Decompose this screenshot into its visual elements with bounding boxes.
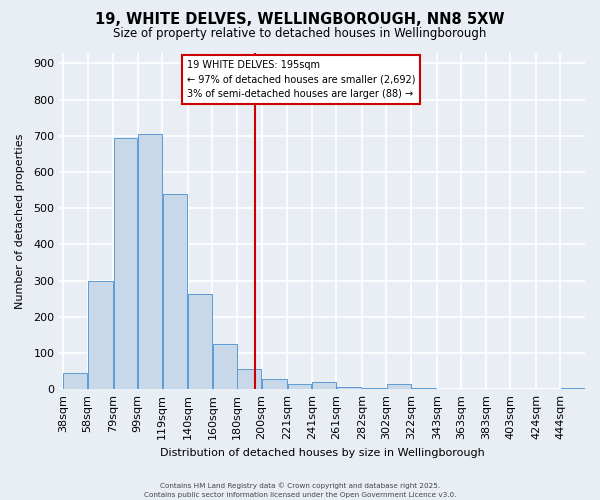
Bar [561, 388, 584, 389]
X-axis label: Distribution of detached houses by size in Wellingborough: Distribution of detached houses by size … [160, 448, 485, 458]
Text: 19 WHITE DELVES: 195sqm
← 97% of detached houses are smaller (2,692)
3% of semi-: 19 WHITE DELVES: 195sqm ← 97% of detache… [187, 60, 415, 100]
Text: Contains HM Land Registry data © Crown copyright and database right 2025.: Contains HM Land Registry data © Crown c… [160, 482, 440, 489]
Bar [288, 384, 311, 389]
Text: Contains public sector information licensed under the Open Government Licence v3: Contains public sector information licen… [144, 492, 456, 498]
Y-axis label: Number of detached properties: Number of detached properties [15, 133, 25, 308]
Bar [138, 134, 162, 389]
Bar [362, 388, 386, 389]
Bar [213, 344, 236, 389]
Bar [88, 280, 113, 389]
Bar [163, 194, 187, 389]
Bar [114, 138, 137, 389]
Bar [262, 379, 287, 389]
Text: 19, WHITE DELVES, WELLINGBOROUGH, NN8 5XW: 19, WHITE DELVES, WELLINGBOROUGH, NN8 5X… [95, 12, 505, 28]
Bar [238, 370, 261, 389]
Bar [64, 373, 87, 389]
Bar [412, 388, 436, 389]
Bar [312, 382, 336, 389]
Text: Size of property relative to detached houses in Wellingborough: Size of property relative to detached ho… [113, 28, 487, 40]
Bar [387, 384, 410, 389]
Bar [188, 294, 212, 389]
Bar [337, 388, 361, 389]
